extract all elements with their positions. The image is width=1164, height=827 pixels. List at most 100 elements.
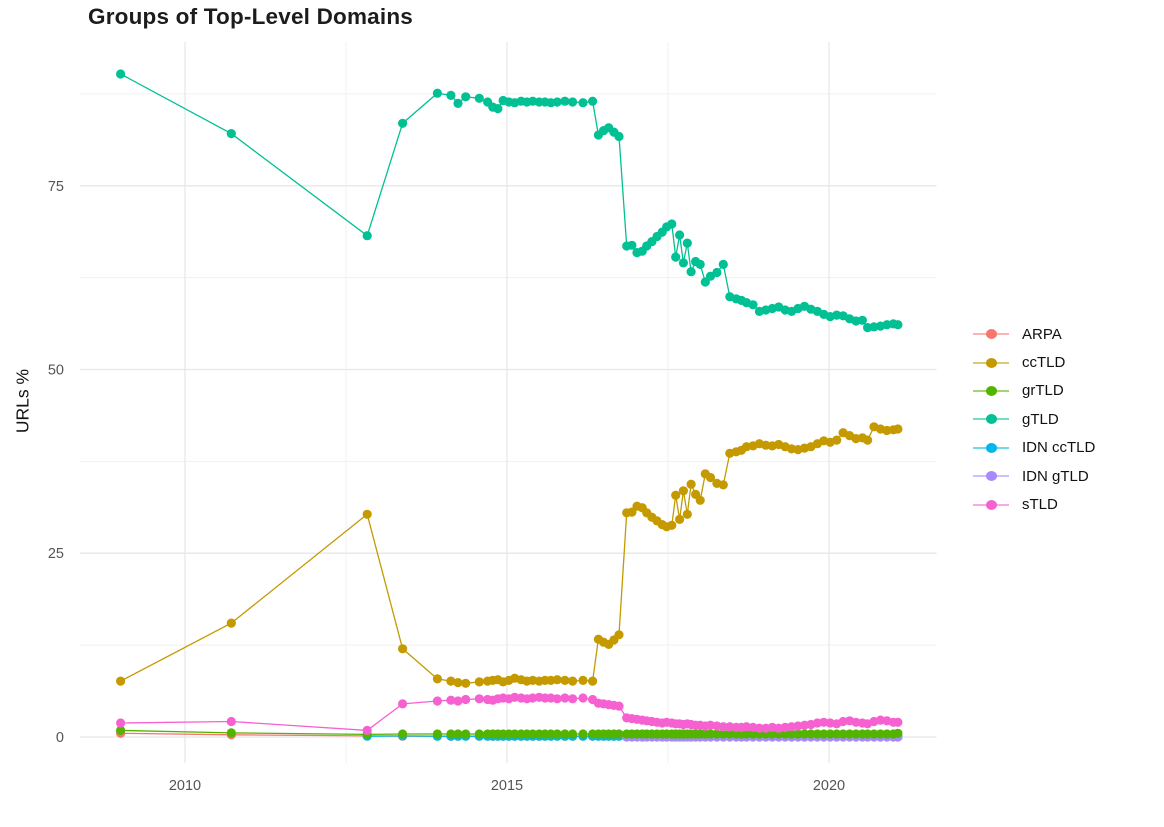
data-point-grTLD — [882, 729, 892, 739]
data-point-grTLD — [560, 729, 570, 739]
data-point-ccTLD — [588, 676, 598, 686]
data-point-grTLD — [893, 728, 903, 738]
data-point-grTLD — [832, 729, 842, 739]
data-point-sTLD — [362, 725, 372, 736]
data-point-ccTLD — [552, 675, 562, 685]
data-point-ccTLD — [682, 509, 692, 519]
data-point-grTLD — [725, 729, 735, 739]
data-point-sTLD — [578, 693, 588, 703]
data-point-grTLD — [851, 729, 861, 739]
data-point-grTLD — [116, 725, 126, 736]
data-point-grTLD — [546, 729, 556, 739]
data-point-ccTLD — [568, 676, 578, 686]
data-point-gTLD — [560, 96, 570, 106]
data-point-gTLD — [362, 231, 372, 241]
data-point-grTLD — [705, 729, 716, 739]
data-point-gTLD — [667, 219, 677, 229]
data-point-gTLD — [712, 267, 722, 278]
legend-key-icon — [973, 441, 1009, 455]
legend-key-icon — [973, 412, 1009, 426]
data-point-ccTLD — [446, 676, 456, 686]
data-point-ccTLD — [678, 486, 689, 496]
data-point-grTLD — [793, 729, 803, 739]
data-point-gTLD — [695, 259, 705, 269]
data-point-grTLD — [226, 728, 236, 738]
data-point-grTLD — [552, 729, 562, 739]
legend-item-grtld: grTLD — [973, 377, 1095, 405]
data-point-sTLD — [226, 716, 236, 727]
data-point-gTLD — [568, 97, 578, 107]
data-point-gTLD — [682, 238, 692, 248]
data-point-gTLD — [686, 267, 696, 277]
legend-label: sTLD — [1022, 496, 1058, 514]
legend: ARPA ccTLD grTLD gTLD IDN ccTLD IDN gTLD sTLD — [973, 320, 1095, 519]
data-point-grTLD — [432, 729, 442, 739]
data-point-ccTLD — [718, 480, 728, 490]
data-point-gTLD — [226, 129, 236, 139]
data-point-sTLD — [432, 696, 442, 706]
data-point-ccTLD — [560, 675, 570, 686]
data-point-gTLD — [588, 96, 598, 106]
data-point-grTLD — [578, 729, 588, 739]
data-point-gTLD — [893, 320, 903, 330]
data-point-grTLD — [453, 729, 463, 739]
data-point-ccTLD — [474, 677, 484, 687]
data-point-ccTLD — [893, 424, 903, 434]
data-point-sTLD — [560, 693, 570, 703]
legend-item-arpa: ARPA — [973, 320, 1095, 348]
data-point-gTLD — [446, 90, 456, 100]
legend-key-icon — [973, 498, 1009, 512]
legend-key-icon — [973, 327, 1009, 341]
data-point-grTLD — [863, 729, 873, 739]
data-point-grTLD — [869, 729, 879, 739]
data-point-grTLD — [712, 729, 722, 739]
data-point-grTLD — [528, 729, 538, 739]
data-point-sTLD — [552, 694, 562, 704]
data-point-grTLD — [780, 729, 790, 739]
x-tick-label: 2015 — [491, 778, 523, 794]
data-point-gTLD — [432, 88, 442, 98]
legend-label: IDN gTLD — [1022, 467, 1089, 485]
data-point-grTLD — [806, 729, 816, 739]
data-point-grTLD — [838, 729, 848, 739]
data-point-ccTLD — [362, 509, 372, 519]
data-point-grTLD — [718, 729, 728, 739]
data-point-sTLD — [718, 722, 728, 732]
data-point-ccTLD — [671, 490, 681, 500]
data-point-grTLD — [510, 729, 520, 739]
legend-key-icon — [973, 356, 1009, 370]
data-point-grTLD — [845, 729, 855, 739]
data-point-sTLD — [754, 723, 765, 733]
y-tick-label: 75 — [48, 179, 64, 195]
data-point-gTLD — [461, 92, 471, 102]
data-point-gTLD — [718, 259, 728, 269]
data-point-sTLD — [446, 695, 456, 705]
data-point-gTLD — [453, 98, 463, 108]
data-point-ccTLD — [686, 479, 696, 489]
data-point-grTLD — [767, 729, 777, 739]
data-point-ccTLD — [705, 472, 716, 483]
data-point-gTLD — [398, 118, 408, 128]
data-point-gTLD — [627, 240, 637, 250]
data-point-grTLD — [568, 729, 578, 739]
data-point-gTLD — [116, 69, 126, 79]
legend-item-stld: sTLD — [973, 490, 1095, 518]
data-point-ccTLD — [398, 644, 408, 654]
x-tick-label: 2020 — [813, 778, 845, 794]
y-tick-label: 50 — [48, 363, 64, 379]
legend-item-idn-gtld: IDN gTLD — [973, 462, 1095, 490]
data-point-ccTLD — [675, 514, 685, 525]
data-point-sTLD — [398, 699, 408, 709]
series-line-gTLD — [120, 73, 899, 329]
chart-title: Groups of Top-Level Domains — [88, 4, 414, 29]
data-point-grTLD — [825, 729, 835, 739]
legend-label: ARPA — [1022, 325, 1062, 343]
data-point-grTLD — [474, 729, 484, 739]
data-point-sTLD — [474, 694, 484, 704]
data-point-grTLD — [614, 729, 624, 739]
data-point-gTLD — [675, 230, 685, 240]
data-point-grTLD — [819, 729, 829, 739]
data-point-ccTLD — [614, 630, 624, 640]
y-tick-label: 0 — [56, 730, 64, 746]
